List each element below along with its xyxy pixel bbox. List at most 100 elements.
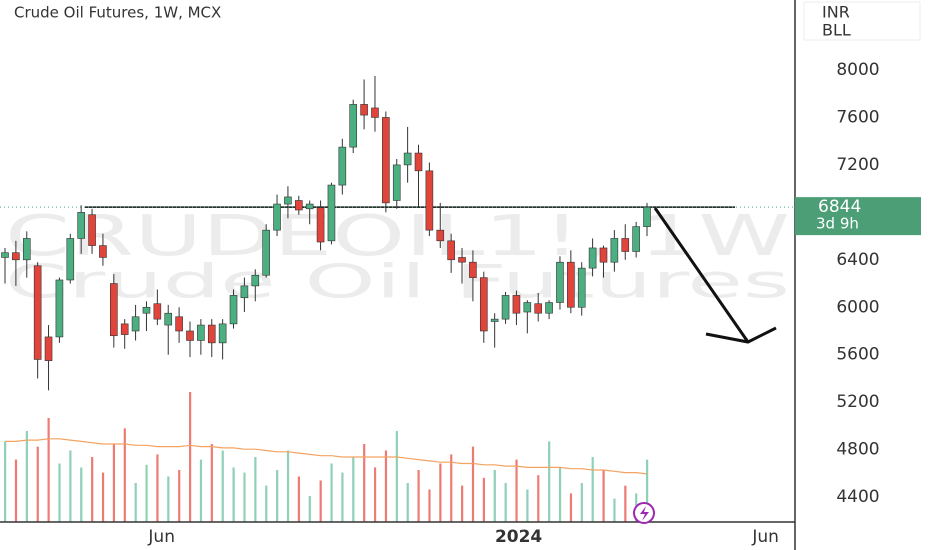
volume-bar <box>482 477 485 522</box>
candle-body <box>33 265 42 360</box>
candle-body <box>349 104 358 148</box>
y-tick-label: 6000 <box>836 297 879 317</box>
arrow <box>653 207 777 344</box>
volume-bar <box>112 444 116 522</box>
volume-bar <box>232 467 235 522</box>
countdown: 3d 9h <box>816 215 859 233</box>
candle-body <box>567 261 575 308</box>
volume-bar <box>515 459 518 522</box>
volume-bar <box>439 463 442 522</box>
candle-body <box>458 257 466 263</box>
volume-bar <box>101 472 105 522</box>
candle-body <box>316 207 325 243</box>
candle-body <box>77 212 85 239</box>
volume-bar <box>363 444 366 522</box>
y-tick-label: 4400 <box>836 487 879 507</box>
volume-bar <box>156 454 159 522</box>
candle-body <box>490 318 499 322</box>
volume-bar <box>36 446 39 522</box>
candle-body <box>556 261 564 303</box>
candle-body <box>240 285 249 299</box>
candle-body <box>66 238 75 281</box>
candle-body <box>577 267 586 308</box>
candle-body <box>643 206 651 227</box>
volume-bar <box>352 457 355 522</box>
candle-body <box>12 252 20 261</box>
volume-bar <box>417 470 420 522</box>
x-tick-label: Jun <box>147 527 175 547</box>
volume-bar <box>123 428 126 522</box>
candle-body <box>110 283 118 337</box>
volume-bar <box>134 483 137 522</box>
candle-body <box>447 240 455 261</box>
y-tick-label: 4800 <box>836 440 879 460</box>
watermark-name: Crude Oil Futures <box>5 255 790 309</box>
candle-body <box>469 261 477 278</box>
volume-bar <box>548 441 551 522</box>
x-tick-label: Jun <box>751 527 779 547</box>
candle-body <box>327 184 336 242</box>
candle-body <box>360 104 368 116</box>
volume-pane <box>4 392 649 522</box>
candle-body <box>218 323 227 344</box>
volume-bar <box>47 418 50 522</box>
y-tick-label: 5200 <box>836 392 879 412</box>
volume-bar <box>624 485 627 522</box>
y-tick-label: 8000 <box>836 60 879 80</box>
candle-body <box>414 152 423 172</box>
volume-bar <box>254 457 257 522</box>
volume-bar <box>526 489 529 522</box>
chart-title: Crude Oil Futures, 1W, MCX <box>14 4 221 22</box>
candle-body <box>501 295 510 320</box>
plot <box>0 75 795 391</box>
volume-bar <box>450 454 453 522</box>
volume-bar <box>341 472 344 522</box>
candle-body <box>588 247 597 269</box>
y-tick-label: 7600 <box>836 107 879 127</box>
volume-bar <box>221 450 224 522</box>
volume-bar <box>613 498 616 522</box>
volume-bar <box>4 441 7 522</box>
candle-body <box>545 302 553 314</box>
lightning <box>640 506 649 521</box>
unit: BLL <box>822 21 851 40</box>
candle-body <box>425 170 434 231</box>
volume-bar <box>243 472 246 522</box>
candle-body <box>382 117 390 204</box>
candle-body <box>610 238 619 263</box>
y-tick-label: 7200 <box>836 155 879 175</box>
candle-body <box>392 164 401 201</box>
candle-body <box>599 247 608 263</box>
candle-body <box>207 324 216 344</box>
price-label-box <box>795 197 921 236</box>
candle-body <box>295 200 303 211</box>
volume-bar <box>167 476 170 522</box>
candle-body <box>197 324 205 341</box>
volume-bar <box>286 450 290 522</box>
volume-bar <box>14 459 18 522</box>
candle-body <box>175 316 183 332</box>
volume-bar <box>569 493 573 522</box>
volume-bar <box>471 446 475 522</box>
candle-body <box>479 277 488 332</box>
candle-body <box>273 203 281 231</box>
volume-bar <box>297 476 301 522</box>
volume-bar <box>406 483 409 522</box>
volume-bar <box>395 431 398 522</box>
volume-bar <box>69 450 72 522</box>
volume-bar <box>493 470 496 522</box>
candle-body <box>621 238 630 252</box>
volume-bar <box>461 485 464 522</box>
currency-box[interactable] <box>803 1 921 41</box>
candle-body <box>338 146 347 186</box>
price-label: 6844 <box>818 197 861 217</box>
candle-body <box>88 214 96 246</box>
volume-bar <box>591 457 594 522</box>
candle-body <box>99 245 107 258</box>
candle-body <box>371 107 379 118</box>
volume-bar <box>319 480 322 522</box>
candle-body <box>251 274 260 287</box>
candle-body <box>142 306 151 314</box>
